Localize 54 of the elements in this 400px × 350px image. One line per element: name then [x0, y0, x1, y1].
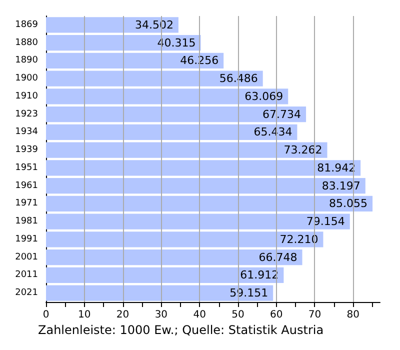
bar	[46, 160, 361, 176]
y-tick-label: 1981	[15, 216, 38, 227]
x-tick-label: 10	[78, 310, 91, 320]
y-tick-label: 1951	[15, 162, 38, 173]
data-label: 66.748	[258, 250, 298, 264]
x-tick-label: 40	[193, 310, 206, 320]
x-tick-label: 30	[154, 310, 168, 320]
data-label: 73.262	[284, 144, 322, 157]
bar	[46, 249, 302, 266]
y-tick-label: 2021	[15, 288, 38, 298]
text: Zahlenleiste: 1000 Ew.; Quelle: Statistik Austria	[38, 323, 324, 337]
bar	[46, 285, 274, 301]
x-tick-label: 60	[270, 310, 283, 320]
data-label: 85.055	[329, 197, 368, 210]
bar	[46, 17, 178, 33]
bar	[46, 70, 263, 86]
bar	[46, 214, 350, 230]
x-tick-label: 20	[116, 310, 130, 320]
bar	[46, 34, 201, 51]
y-tick-label: 1923	[15, 109, 38, 120]
bar	[46, 88, 288, 104]
bar	[46, 142, 328, 158]
bar	[46, 52, 224, 69]
bar	[46, 267, 284, 284]
bar	[46, 124, 298, 140]
y-tick-label: 1934	[15, 127, 38, 138]
y-tick-label: 2011	[15, 270, 38, 280]
data-label: 72.210	[280, 232, 318, 246]
bar	[46, 232, 324, 248]
data-label: 83.197	[322, 179, 360, 192]
y-tick-label: 1880	[15, 38, 38, 48]
y-tick-label: 1961	[15, 180, 38, 191]
bar	[46, 106, 306, 122]
bar	[46, 178, 366, 194]
data-label: 67.734	[262, 108, 302, 121]
x-tick-label: 50	[232, 310, 244, 320]
bar	[46, 196, 373, 212]
x-tick-label: 0	[42, 310, 50, 320]
data-label: 65.434	[254, 126, 292, 139]
y-tick-label: 1971	[15, 198, 38, 209]
y-tick-label: 1910	[15, 91, 38, 102]
y-tick-label: 1991	[15, 234, 38, 244]
data-label: 81.942	[317, 161, 356, 174]
data-label: 63.069	[244, 90, 284, 103]
x-tick-label: 80	[346, 310, 360, 320]
y-tick-label: 1900	[15, 74, 38, 84]
data-label: 79.154	[306, 215, 345, 228]
data-label: 46.256	[180, 54, 219, 68]
y-tick-label: 1869	[15, 20, 38, 30]
y-tick-label: 1939	[15, 145, 38, 156]
data-label: 56.486	[219, 72, 258, 86]
y-tick-label: 2001	[15, 252, 38, 262]
y-tick-label: 1890	[15, 56, 38, 66]
x-tick-label: 70	[308, 310, 322, 320]
